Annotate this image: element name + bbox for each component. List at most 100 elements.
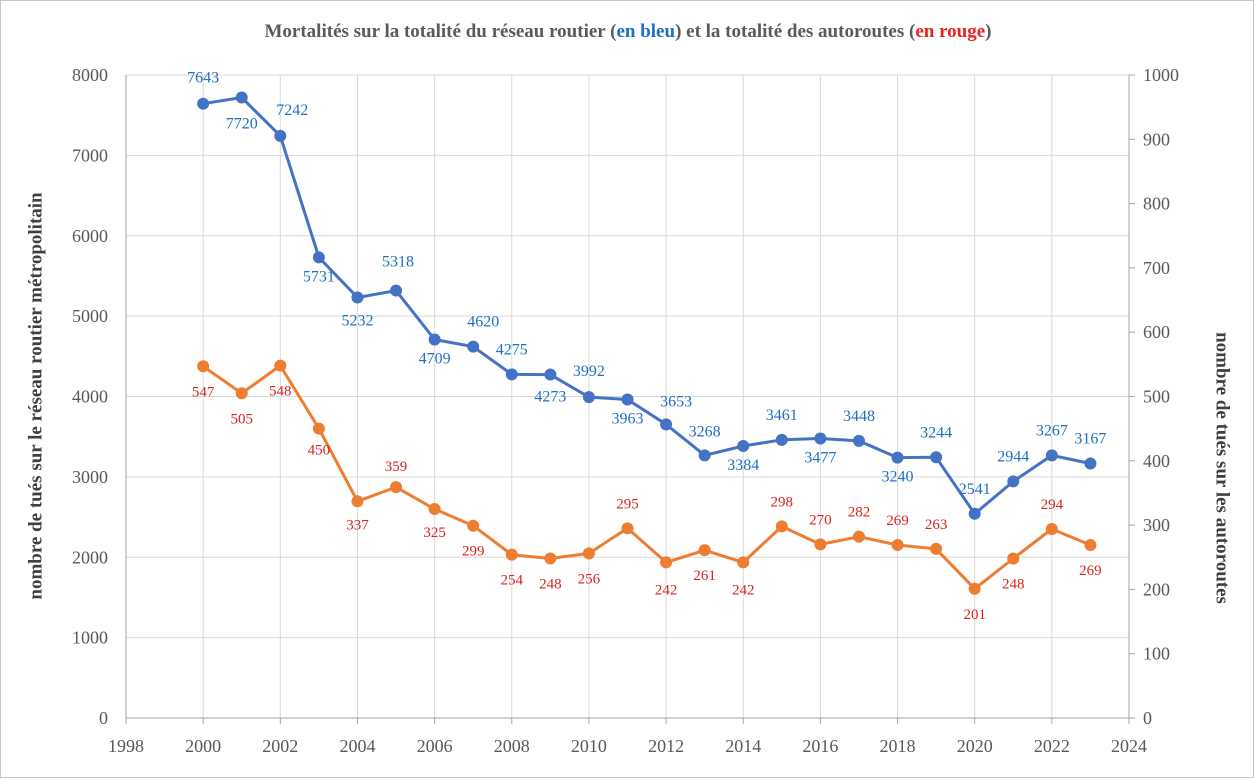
data-point-reseau (814, 432, 827, 445)
data-label-autoroutes: 270 (809, 512, 832, 528)
data-label-reseau: 4620 (467, 314, 499, 331)
data-label-autoroutes: 201 (963, 607, 986, 623)
x-tick-label: 2012 (648, 736, 684, 756)
data-label-autoroutes: 450 (308, 443, 331, 459)
series-line-autoroutes (202, 364, 1091, 591)
data-point-reseau (274, 129, 287, 142)
data-label-autoroutes: 295 (616, 496, 639, 512)
data-point-autoroutes (852, 530, 865, 543)
data-label-autoroutes: 548 (269, 384, 292, 400)
data-label-reseau: 3167 (1074, 430, 1106, 447)
x-tick-label: 2016 (802, 736, 838, 756)
y2-tick-label: 500 (1143, 387, 1170, 407)
y-tick-label: 2000 (72, 547, 108, 567)
x-tick-label: 2020 (957, 736, 993, 756)
series-layer (197, 91, 1097, 595)
data-point-autoroutes (505, 548, 518, 561)
data-point-autoroutes (1084, 539, 1097, 552)
data-point-autoroutes (1007, 552, 1020, 565)
data-label-reseau: 3240 (882, 469, 914, 486)
y-tick-label: 7000 (72, 145, 108, 165)
data-label-autoroutes: 256 (578, 571, 601, 587)
data-point-autoroutes (390, 481, 403, 494)
x-tick-label: 2014 (725, 736, 761, 756)
x-tick-label: 1998 (108, 736, 144, 756)
title-red-word: en rouge (915, 21, 986, 42)
data-point-autoroutes (968, 582, 981, 595)
data-label-autoroutes: 298 (771, 494, 794, 510)
data-label-reseau: 3384 (727, 457, 759, 474)
data-label-reseau: 5318 (382, 254, 414, 271)
y2-tick-label: 900 (1143, 129, 1170, 149)
data-point-autoroutes (698, 544, 711, 557)
y2-tick-label: 100 (1143, 644, 1170, 664)
data-point-reseau (775, 433, 788, 446)
data-point-autoroutes (274, 359, 287, 372)
y2-tick-label: 400 (1143, 451, 1170, 471)
y-tick-label: 3000 (72, 467, 108, 487)
x-tick-label: 2000 (185, 736, 221, 756)
y2-tick-label: 300 (1143, 515, 1170, 535)
data-point-autoroutes (351, 495, 364, 508)
data-point-reseau (660, 418, 673, 431)
y2-tick-label: 700 (1143, 258, 1170, 278)
data-point-autoroutes (428, 503, 441, 516)
data-point-reseau (737, 440, 750, 453)
data-point-autoroutes (737, 556, 750, 569)
data-label-reseau: 3461 (766, 407, 798, 424)
data-point-autoroutes (775, 520, 788, 533)
data-label-autoroutes: 261 (693, 568, 716, 584)
y-tick-label: 5000 (72, 306, 108, 326)
data-point-reseau (197, 97, 210, 110)
data-point-autoroutes (930, 542, 943, 555)
data-label-autoroutes: 269 (886, 513, 909, 529)
y2-axis-title: nombre de tués sur les autoroutes (1212, 332, 1233, 604)
data-label-autoroutes: 282 (848, 505, 871, 521)
data-label-autoroutes: 242 (655, 582, 678, 598)
data-point-reseau (968, 507, 981, 520)
data-point-reseau (428, 333, 441, 346)
data-label-reseau: 7720 (226, 116, 258, 133)
data-point-reseau (930, 451, 943, 464)
data-point-autoroutes (544, 552, 557, 565)
data-point-reseau (621, 393, 634, 406)
data-label-reseau: 3268 (689, 423, 721, 440)
data-label-reseau: 3963 (612, 410, 644, 427)
data-label-reseau: 5731 (303, 268, 335, 285)
data-point-autoroutes (197, 360, 210, 373)
data-point-reseau (544, 368, 557, 381)
data-label-reseau: 3653 (660, 393, 692, 410)
data-point-reseau (505, 368, 518, 381)
data-label-autoroutes: 359 (385, 459, 408, 475)
data-point-reseau (1084, 457, 1097, 470)
y2-tick-label: 600 (1143, 322, 1170, 342)
data-point-reseau (312, 251, 325, 264)
chart-title: Mortalités sur la totalité du réseau rou… (1, 21, 1254, 43)
x-tick-label: 2024 (1111, 736, 1147, 756)
title-middle: ) et la totalité des autoroutes ( (675, 21, 916, 42)
grid-lines (126, 74, 1130, 718)
data-point-reseau (852, 434, 865, 447)
data-point-reseau (582, 391, 595, 404)
x-tick-label: 2004 (339, 736, 375, 756)
data-label-reseau: 2541 (959, 481, 991, 498)
y-tick-label: 1000 (72, 628, 108, 648)
title-suffix: ) (985, 21, 992, 42)
x-tick-label: 2018 (880, 736, 916, 756)
data-point-autoroutes (1045, 522, 1058, 535)
data-point-reseau (467, 340, 480, 353)
data-point-autoroutes (467, 519, 480, 532)
data-point-autoroutes (621, 522, 634, 535)
data-label-autoroutes: 337 (346, 517, 369, 533)
data-labels-layer: 7643 7720 7242 5731 5232 5318 4709 4620 4275 4273… (187, 70, 1106, 623)
data-label-reseau: 5232 (341, 312, 373, 329)
y2-tick-label: 1000 (1143, 65, 1179, 85)
x-tick-label: 2002 (262, 736, 298, 756)
data-point-autoroutes (235, 387, 248, 400)
x-tick-label: 2008 (494, 736, 530, 756)
data-point-reseau (351, 291, 364, 304)
data-point-autoroutes (582, 547, 595, 560)
data-label-reseau: 4709 (419, 351, 451, 368)
data-label-reseau: 7643 (187, 70, 219, 87)
